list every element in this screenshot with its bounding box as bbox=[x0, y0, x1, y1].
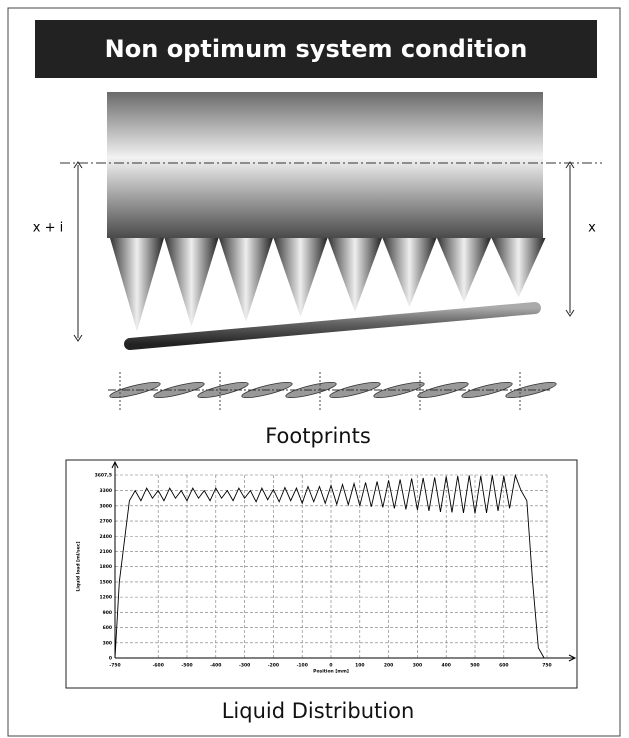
x-tick-label: 300 bbox=[413, 663, 422, 669]
y-tick-label: 1500 bbox=[99, 579, 112, 585]
y-tick-label: 0 bbox=[109, 656, 112, 662]
x-tick-label: -100 bbox=[297, 663, 308, 669]
y-tick-label: 1800 bbox=[99, 564, 112, 570]
footprint bbox=[417, 381, 469, 399]
roll bbox=[107, 92, 543, 238]
x-tick-label: -300 bbox=[239, 663, 250, 669]
x-tick-label: -750 bbox=[109, 663, 120, 669]
y-tick-label: 2700 bbox=[99, 519, 112, 525]
x-tick-label: 750 bbox=[542, 663, 551, 669]
spray-cone bbox=[382, 238, 437, 308]
y-tick-label: 600 bbox=[103, 625, 112, 631]
y-tick-label: 3300 bbox=[99, 488, 112, 494]
y-tick-label: 2100 bbox=[99, 549, 112, 555]
footprints bbox=[108, 372, 557, 410]
chart-caption: Liquid Distribution bbox=[222, 699, 415, 723]
x-tick-label: -400 bbox=[210, 663, 221, 669]
title-bar bbox=[35, 20, 597, 78]
axis-arrow bbox=[111, 460, 119, 469]
nozzles bbox=[110, 238, 546, 332]
title: Non optimum system condition bbox=[105, 35, 528, 63]
x-tick-label: 100 bbox=[355, 663, 364, 669]
arrow-heads bbox=[73, 161, 83, 342]
spray-cone bbox=[491, 238, 546, 298]
y-tick-label: 900 bbox=[103, 610, 112, 616]
left-offset-label: x + i bbox=[33, 221, 63, 236]
spray-cone bbox=[110, 238, 164, 332]
x-tick-label: -500 bbox=[181, 663, 192, 669]
spray-cone bbox=[328, 238, 382, 312]
spray-cone bbox=[164, 238, 219, 327]
y-tick-label: 3000 bbox=[99, 503, 112, 509]
footprint bbox=[109, 381, 161, 399]
chart-frame bbox=[65, 459, 578, 689]
footprints-caption: Footprints bbox=[265, 424, 371, 448]
y-axis-label: Liquid load [ml/sec] bbox=[76, 541, 82, 591]
x-tick-label: -600 bbox=[153, 663, 164, 669]
footprint bbox=[329, 381, 381, 399]
x-tick-label: 600 bbox=[499, 663, 508, 669]
spray-cone bbox=[273, 238, 328, 317]
chart: 0300600900120015001800210024002700300033… bbox=[76, 460, 577, 675]
spray-cone bbox=[437, 238, 491, 303]
x-axis-label: Position [mm] bbox=[313, 669, 349, 675]
y-tick-label: 300 bbox=[103, 640, 112, 646]
x-tick-label: 400 bbox=[441, 663, 450, 669]
axis-arrow bbox=[568, 654, 577, 662]
substrate bbox=[124, 302, 541, 350]
y-tick-label: 2400 bbox=[99, 534, 112, 540]
spray-cone bbox=[219, 238, 273, 322]
right-offset-label: x bbox=[588, 221, 596, 236]
data-line bbox=[114, 473, 545, 659]
x-tick-label: 500 bbox=[470, 663, 479, 669]
x-tick-label: -200 bbox=[268, 663, 279, 669]
arrow-heads bbox=[565, 161, 575, 317]
y-tick-label: 1200 bbox=[99, 595, 112, 601]
x-tick-label: 0 bbox=[329, 663, 332, 669]
y-tick-label: 3607,5 bbox=[95, 473, 112, 479]
x-tick-label: 200 bbox=[384, 663, 393, 669]
